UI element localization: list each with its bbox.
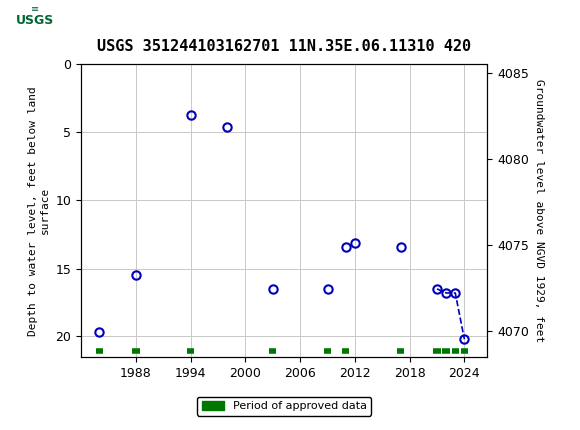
Y-axis label: Groundwater level above NGVD 1929, feet: Groundwater level above NGVD 1929, feet xyxy=(534,79,545,342)
Text: USGS: USGS xyxy=(16,14,54,27)
Legend: Period of approved data: Period of approved data xyxy=(197,396,371,416)
Bar xyxy=(6,3,64,37)
Y-axis label: Depth to water level, feet below land
surface: Depth to water level, feet below land su… xyxy=(28,86,50,335)
Text: USGS 351244103162701 11N.35E.06.11310 420: USGS 351244103162701 11N.35E.06.11310 42… xyxy=(97,39,472,54)
Text: ≡: ≡ xyxy=(31,4,39,15)
